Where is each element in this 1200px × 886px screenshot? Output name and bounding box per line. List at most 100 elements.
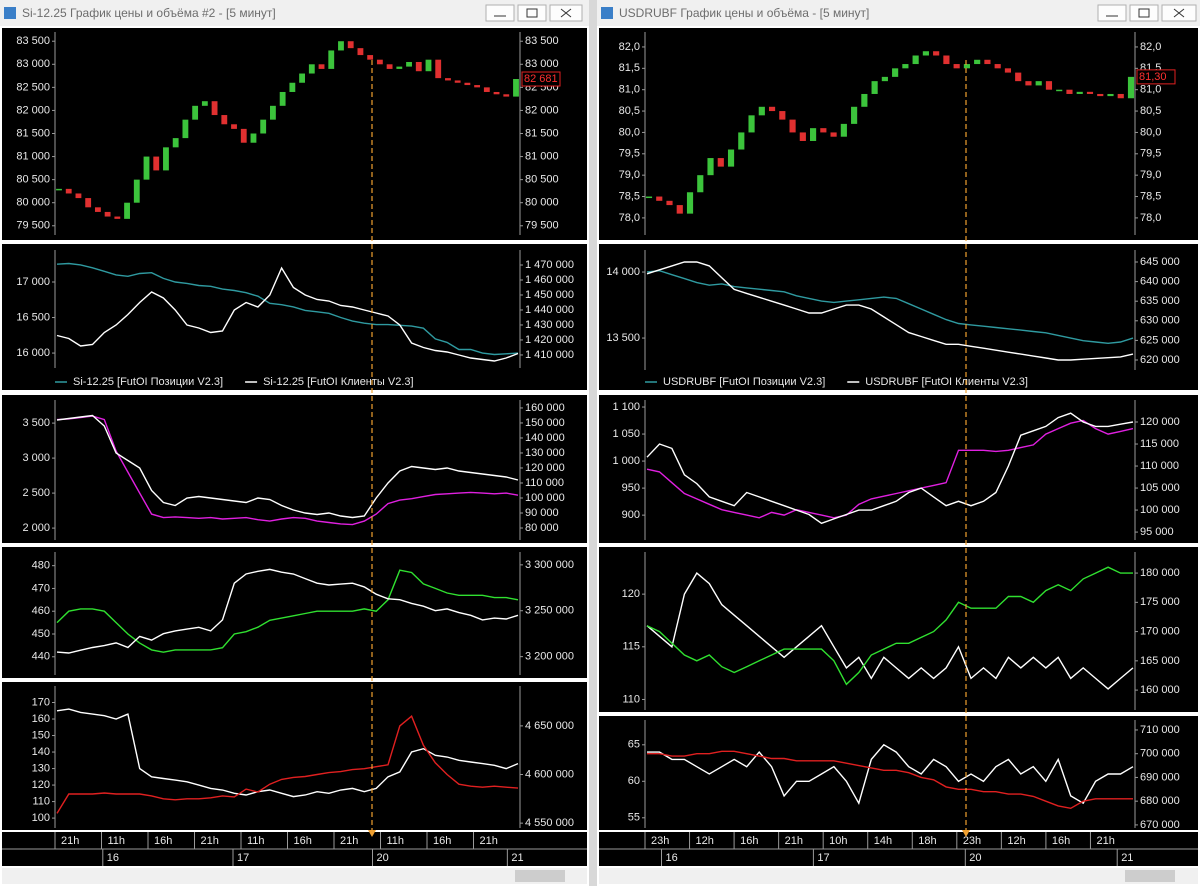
y-tick-label: 690 000 (1140, 771, 1180, 783)
y-tick-label: 4 550 000 (525, 817, 574, 829)
x-tick-label: 16h (740, 835, 758, 847)
y-tick-label: 90 000 (525, 507, 559, 519)
day-label: 16 (107, 852, 119, 864)
x-tick-label: 21h (480, 835, 498, 847)
x-tick-label: 16h (1052, 835, 1070, 847)
candle (328, 50, 335, 69)
y-tick-label: 110 (32, 795, 50, 807)
restore-icon (526, 8, 538, 18)
candle (840, 123, 847, 137)
y-tick-label: 625 000 (1140, 334, 1180, 346)
restore-button[interactable] (1129, 4, 1159, 22)
y-tick-label: 140 000 (525, 432, 565, 444)
y-tick-label: 440 (32, 651, 50, 663)
candle (748, 115, 755, 133)
candle (1045, 81, 1053, 90)
y-tick-label: 130 (32, 762, 50, 774)
candle (250, 133, 257, 143)
y-tick-label: 110 000 (1140, 460, 1179, 472)
scrollbar[interactable] (2, 868, 587, 884)
candle (666, 200, 673, 206)
candle (1086, 91, 1094, 94)
candle (163, 147, 169, 171)
legend-label: USDRUBF [FutOI Клиенты V2.3] (865, 376, 1028, 388)
candle (435, 59, 442, 79)
series-line (647, 743, 1134, 805)
candle (221, 115, 228, 125)
candle (799, 132, 806, 141)
x-tick-label: 21h (785, 835, 803, 847)
panel (599, 547, 1198, 712)
candle (318, 64, 325, 69)
y-tick-label: 14 000 (606, 266, 640, 278)
scroll-thumb[interactable] (515, 870, 565, 882)
candle (474, 85, 481, 88)
candle (1056, 89, 1063, 92)
y-tick-label: 480 (32, 560, 50, 572)
x-tick-label: 11h (108, 835, 126, 847)
y-tick-label: 80,0 (619, 126, 640, 138)
y-tick-label: 160 000 (525, 402, 565, 414)
x-tick-label: 11h (387, 835, 405, 847)
series-line (646, 566, 1133, 686)
restore-button[interactable] (517, 4, 547, 22)
candle (269, 105, 276, 120)
x-tick-label: 21h (340, 835, 358, 847)
y-tick-label: 670 000 (1140, 819, 1180, 831)
panel (2, 547, 587, 678)
close-icon (1173, 8, 1185, 18)
candle (707, 158, 714, 176)
y-tick-label: 79 500 (16, 220, 50, 232)
scrollbar[interactable] (599, 868, 1198, 884)
candle (367, 55, 374, 60)
candle (943, 55, 950, 65)
candle (347, 41, 354, 49)
panel (2, 244, 587, 390)
panel (599, 716, 1198, 830)
candle (445, 78, 451, 81)
candle (676, 205, 683, 214)
candle (454, 80, 461, 83)
y-tick-label: 120 000 (525, 462, 565, 474)
last-price-box (521, 71, 561, 87)
candle (994, 64, 1001, 69)
x-tick-label: 16h (154, 835, 172, 847)
candle (922, 51, 929, 56)
y-tick-label: 4 600 000 (525, 768, 574, 780)
y-tick-label: 140 (32, 746, 50, 758)
y-tick-label: 620 000 (1140, 354, 1180, 366)
y-tick-label: 1 050 (612, 428, 640, 440)
candle (789, 119, 796, 133)
y-tick-label: 81,0 (619, 84, 640, 96)
x-tick-label: 10h (829, 835, 847, 847)
window-icon (4, 7, 16, 19)
close-icon (560, 8, 572, 18)
candle (172, 138, 179, 148)
y-tick-label: 1 460 000 (525, 274, 574, 286)
y-tick-label: 81 500 (16, 127, 50, 139)
y-tick-label: 460 (32, 605, 50, 617)
candle (201, 101, 208, 106)
y-tick-label: 150 000 (525, 417, 565, 429)
candle (376, 59, 383, 65)
candle (493, 91, 500, 95)
y-tick-label: 3 500 (22, 417, 50, 429)
minimize-button[interactable] (1097, 4, 1127, 22)
candle (56, 188, 62, 191)
x-tick-label: 21h (201, 835, 219, 847)
y-tick-label: 80 500 (16, 174, 50, 186)
candle (406, 61, 412, 67)
y-tick-label: 110 000 (525, 477, 564, 489)
candle (963, 64, 970, 69)
candle (851, 106, 858, 124)
minimize-button[interactable] (485, 4, 515, 22)
series-line (56, 569, 519, 653)
candle (1025, 81, 1032, 86)
y-tick-label: 900 (622, 509, 640, 521)
candle (912, 55, 919, 65)
y-tick-label: 115 000 (1140, 438, 1179, 450)
panel (2, 395, 587, 543)
scroll-thumb[interactable] (1125, 870, 1175, 882)
series-line (646, 419, 1134, 519)
